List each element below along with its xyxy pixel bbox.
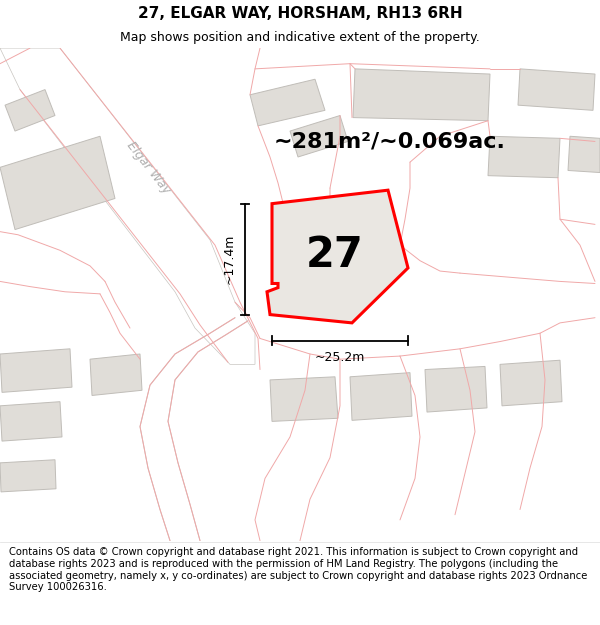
Polygon shape [0, 349, 72, 392]
Polygon shape [267, 190, 408, 323]
Text: 27, ELGAR WAY, HORSHAM, RH13 6RH: 27, ELGAR WAY, HORSHAM, RH13 6RH [137, 6, 463, 21]
Polygon shape [0, 460, 56, 492]
Polygon shape [280, 209, 360, 304]
Polygon shape [270, 377, 338, 421]
Polygon shape [290, 116, 348, 157]
Polygon shape [518, 69, 595, 111]
Polygon shape [0, 402, 62, 441]
Text: ~25.2m: ~25.2m [315, 351, 365, 364]
Polygon shape [350, 372, 412, 421]
Polygon shape [0, 48, 255, 364]
Polygon shape [425, 366, 487, 412]
Polygon shape [0, 136, 115, 229]
Polygon shape [500, 360, 562, 406]
Text: Map shows position and indicative extent of the property.: Map shows position and indicative extent… [120, 31, 480, 44]
Polygon shape [90, 354, 142, 396]
Text: ~17.4m: ~17.4m [223, 234, 235, 284]
Polygon shape [568, 136, 600, 172]
Polygon shape [250, 79, 325, 126]
Text: ~281m²/~0.069ac.: ~281m²/~0.069ac. [274, 131, 506, 151]
Text: 27: 27 [306, 234, 364, 276]
Polygon shape [353, 69, 490, 121]
Text: Elgar Way: Elgar Way [124, 139, 172, 196]
Polygon shape [488, 136, 560, 178]
Text: Contains OS data © Crown copyright and database right 2021. This information is : Contains OS data © Crown copyright and d… [9, 548, 587, 592]
Polygon shape [5, 89, 55, 131]
